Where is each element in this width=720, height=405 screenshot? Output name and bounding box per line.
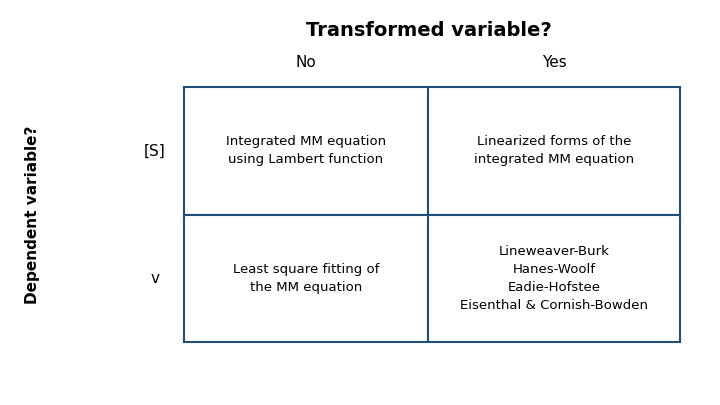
Text: Lineweaver-Burk
Hanes-Woolf
Eadie-Hofstee
Eisenthal & Cornish-Bowden: Lineweaver-Burk Hanes-Woolf Eadie-Hofste… [460,245,649,312]
Text: v: v [150,271,159,286]
Bar [428,215,680,342]
Bar [184,87,428,215]
Text: Transformed variable?: Transformed variable? [305,21,552,40]
Bar [184,215,428,342]
Text: Yes: Yes [542,55,567,70]
Text: Linearized forms of the
integrated MM equation: Linearized forms of the integrated MM eq… [474,135,634,166]
Text: Dependent variable?: Dependent variable? [25,126,40,304]
Bar [428,87,680,215]
Text: Integrated MM equation
using Lambert function: Integrated MM equation using Lambert fun… [226,135,386,166]
Text: No: No [296,55,316,70]
Text: [S]: [S] [144,143,166,158]
Text: Least square fitting of
the MM equation: Least square fitting of the MM equation [233,263,379,294]
